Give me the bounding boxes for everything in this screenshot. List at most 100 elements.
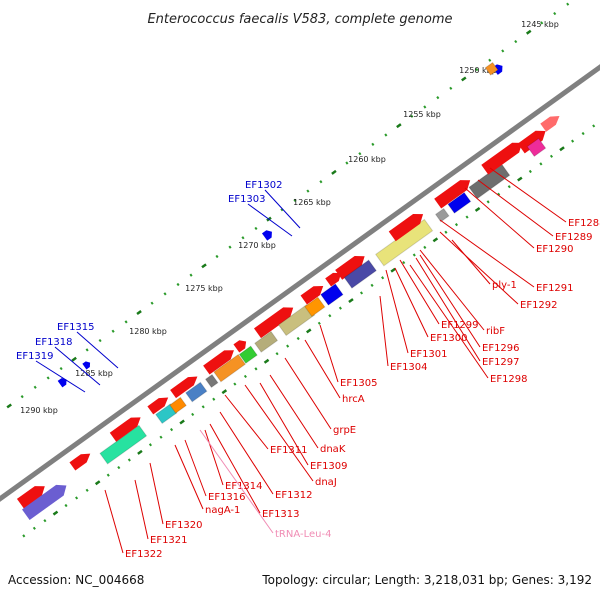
kbp-label: 1270 kbp [238,241,276,250]
minor-tick [338,306,342,310]
leader-line [149,462,164,525]
gene-label: EF1300 [430,333,468,344]
gene-label: tRNA-Leu-4 [275,529,331,540]
gene-shape [82,361,91,370]
gene-label: EF1302 [245,180,283,191]
gene-arrow [300,285,324,305]
gene-label: EF1314 [225,481,263,492]
minor-tick [189,273,193,277]
gene-shape [444,187,460,201]
minor-tick [201,405,205,409]
gene-shape [147,397,169,415]
leader-line [394,267,429,338]
leader-line [209,423,261,514]
gene-label: EF1298 [490,374,528,385]
kbp-label: 1280 kbp [129,327,167,336]
minor-tick [176,282,180,287]
gene-shape [170,376,198,399]
leader-line [419,249,485,331]
gene-label: EF1309 [310,461,348,472]
gene-arrow [170,376,198,399]
gene-block [484,61,499,76]
gene-box [304,296,326,318]
gene-label: EF1290 [536,244,574,255]
gene-arrow [22,484,67,520]
major-tick [432,237,439,243]
minor-tick [127,458,131,462]
minor-tick [384,133,388,137]
gene-label: EF1303 [228,194,266,205]
leader-line [415,257,481,362]
gene-arrow [82,361,91,370]
minor-tick [296,336,300,341]
major-tick [461,76,467,82]
minor-tick [32,526,36,530]
minor-tick [371,142,375,146]
major-tick [201,263,207,269]
leader-line [399,259,440,325]
minor-tick [454,223,459,227]
gene-block [213,353,246,383]
gene-label: dnaK [320,444,346,455]
minor-tick [148,443,152,447]
minor-tick [163,292,167,296]
gene-box [320,283,344,306]
gene-block [238,345,258,364]
gene-shape [481,142,523,175]
gene-label: EF1289 [555,232,593,243]
gene-arrow [388,213,424,242]
leader-line [385,269,409,354]
leader-line [219,411,274,495]
gene-label: EF1292 [520,300,558,311]
gene-label: EF1315 [57,322,95,333]
gene-arrow [335,256,365,280]
minor-tick [423,245,427,250]
gene-arrow [233,340,247,353]
gene-shape [540,116,560,132]
gene-label: EF1296 [482,343,520,354]
minor-tick [449,86,453,90]
minor-tick [111,329,115,333]
minor-tick [75,496,79,500]
major-tick [52,510,59,516]
minor-tick [64,503,68,508]
gene-box [343,259,377,289]
minor-tick [306,189,310,193]
gene-label: EF1318 [35,337,73,348]
leader-line [284,357,332,430]
kbp-label: 1275 kbp [185,284,223,293]
minor-tick [170,427,174,432]
minor-tick [117,465,121,470]
topology-info: Topology: circular; Length: 3,218,031 bp… [262,573,592,587]
minor-tick [581,131,585,136]
minor-tick [475,68,479,72]
gene-arrow [109,417,141,442]
leader-line [174,444,204,510]
leader-line [259,382,309,466]
gene-block [169,396,187,414]
minor-tick [286,344,290,348]
gene-arrow [517,130,546,154]
backbone [0,64,600,502]
major-tick [517,176,523,182]
gene-label: EF1322 [125,549,163,560]
gene-arrow [261,230,272,241]
gene-block [343,259,377,289]
gene-label: nagA-1 [205,505,240,516]
gene-shape [16,486,45,509]
major-tick [137,449,143,455]
leader-line [35,360,86,393]
leader-line [439,231,519,305]
gene-label: EF1291 [536,283,574,294]
gene-label: dnaJ [315,477,337,488]
leader-line [439,219,535,288]
minor-tick [124,320,128,324]
minor-tick [150,301,154,305]
gene-shape [388,213,424,242]
gene-shape [109,417,141,442]
gene-box [185,381,208,403]
major-tick [390,267,396,273]
gene-box [526,137,547,158]
gene-arrow [325,272,342,287]
